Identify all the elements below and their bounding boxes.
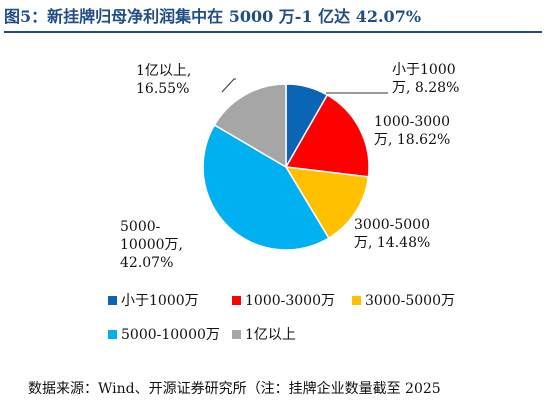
legend-swatch-gt1yi: [232, 329, 241, 339]
legend-label-1000-3000: 1000-3000万: [245, 293, 335, 309]
slice-label-0: 小于1000 万, 8.28%: [392, 62, 459, 96]
slice-label-line: 万, 8.28%: [392, 80, 459, 96]
slice-label-line: 10000万,: [120, 237, 183, 253]
slice-label-3: 5000- 10000万, 42.07%: [120, 219, 183, 271]
legend-label-3000-5000: 3000-5000万: [365, 293, 455, 309]
slice-label-line: 万, 18.62%: [374, 132, 450, 148]
legend-item-lt1000: 小于1000万: [108, 292, 199, 310]
legend-item-5000-10000: 5000-10000万: [108, 326, 220, 344]
legend-swatch-3000-5000: [352, 295, 361, 305]
slice-label-line: 1亿以上,: [136, 63, 191, 79]
slice-label-line: 5000-: [120, 219, 161, 235]
chart-title: 图5：新挂牌归母净利润集中在 5000 万-1 亿达 42.07%: [4, 3, 542, 33]
slice-label-1: 1000-3000 万, 18.62%: [374, 114, 450, 148]
legend-label-5000-10000: 5000-10000万: [121, 327, 220, 343]
slice-label-4: 1亿以上, 16.55%: [136, 63, 191, 97]
slice-label-2: 3000-5000 万, 14.48%: [354, 217, 430, 251]
pie-chart: 小于1000 万, 8.28% 1000-3000 万, 18.62% 3000-500…: [120, 62, 459, 271]
pie-slice-2: [284, 166, 370, 240]
slice-label-line: 1000-3000: [374, 114, 450, 130]
pie-slice-4: [213, 83, 287, 169]
pie-slice-1: [284, 93, 370, 178]
leader-line-4: [221, 78, 236, 93]
legend-swatch-lt1000: [108, 295, 117, 305]
slice-label-line: 3000-5000: [354, 217, 430, 233]
pie-slice-3: [202, 123, 330, 251]
legend-label-gt1yi: 1亿以上: [245, 327, 296, 343]
legend-item-gt1yi: 1亿以上: [232, 326, 296, 344]
slice-label-line: 万, 14.48%: [354, 235, 430, 251]
legend-label-lt1000: 小于1000万: [121, 293, 199, 309]
legend-swatch-1000-3000: [232, 295, 241, 305]
slice-label-line: 小于1000: [392, 62, 456, 78]
legend-swatch-5000-10000: [108, 329, 117, 339]
slice-label-line: 42.07%: [120, 255, 173, 271]
legend-item-3000-5000: 3000-5000万: [352, 292, 455, 310]
legend-item-1000-3000: 1000-3000万: [232, 292, 335, 310]
source-note: 数据来源：Wind、开源证券研究所（注：挂牌企业数量截至 2025: [28, 381, 441, 397]
slice-label-line: 16.55%: [136, 81, 189, 97]
